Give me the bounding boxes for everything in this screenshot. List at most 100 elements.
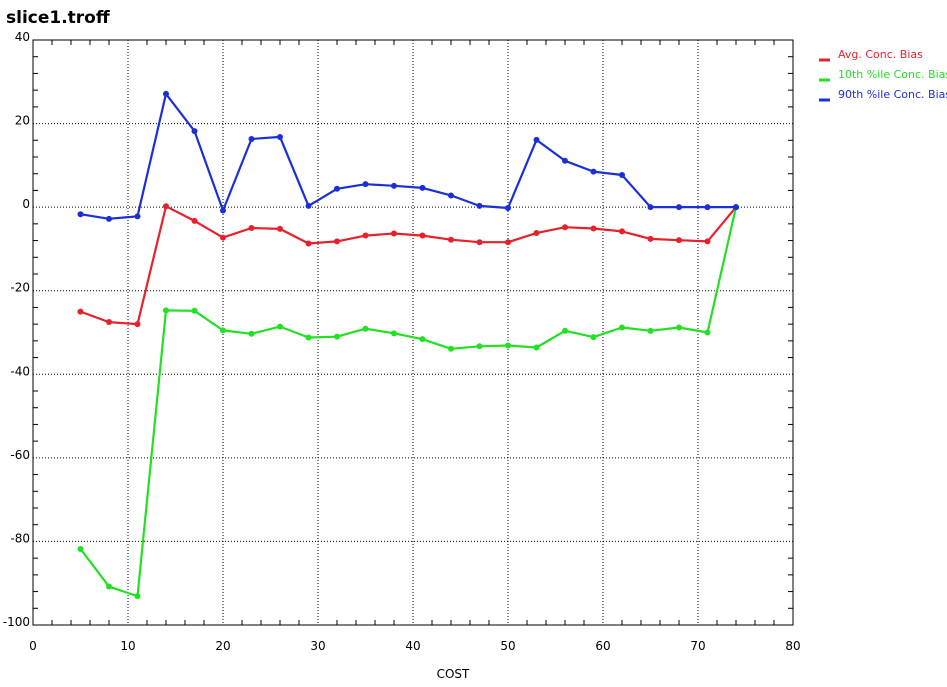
data-point: [448, 236, 454, 243]
series-2: [77, 204, 739, 600]
data-point: [505, 342, 511, 349]
data-point: [220, 234, 226, 241]
data-point: [476, 343, 483, 350]
data-point: [305, 334, 312, 341]
data-point: [334, 238, 340, 245]
x-tick-label: 40: [405, 639, 420, 653]
data-point: [476, 239, 483, 246]
data-point: [476, 202, 483, 209]
series-layer: [77, 90, 739, 600]
data-point: [106, 215, 112, 222]
data-point: [391, 230, 397, 237]
data-point: [704, 238, 711, 245]
x-tick-label: 0: [29, 639, 37, 653]
data-point: [77, 545, 84, 552]
legend-label: 90th %ile Conc. Bias: [838, 88, 947, 101]
data-point: [419, 184, 426, 191]
data-point: [733, 204, 739, 211]
data-point: [106, 319, 112, 326]
data-point: [619, 324, 625, 331]
legend-label: 10th %ile Conc. Bias: [838, 68, 947, 81]
data-point: [77, 308, 84, 315]
data-point: [163, 90, 169, 97]
data-point: [220, 207, 226, 214]
data-point: [106, 583, 112, 590]
axes-layer: 0 10 20 30 40 50 60 70 80 40 20 0 -20 -40 -60 -80 -100 CO…: [3, 30, 801, 681]
data-point: [562, 327, 568, 334]
x-tick-label: 80: [785, 639, 800, 653]
data-point: [533, 136, 540, 143]
series-line: [79, 206, 738, 598]
data-point: [191, 217, 198, 224]
y-tick-label: -100: [3, 615, 30, 629]
data-point: [134, 593, 141, 600]
y-tick-label: 40: [15, 30, 30, 44]
data-point: [419, 336, 426, 343]
series-line: [80, 205, 737, 326]
data-point: [676, 204, 682, 211]
data-point: [647, 327, 654, 334]
data-point: [134, 321, 141, 328]
data-point: [248, 136, 255, 143]
data-point: [134, 213, 141, 220]
data-point: [704, 204, 711, 211]
data-point: [248, 330, 255, 337]
data-point: [704, 329, 711, 336]
data-point: [590, 225, 597, 232]
data-point: [533, 230, 540, 237]
data-point: [362, 181, 369, 188]
data-point: [277, 225, 283, 232]
legend-label: Avg. Conc. Bias: [838, 48, 923, 61]
x-tick-label: 70: [690, 639, 705, 653]
data-point: [533, 344, 540, 351]
series-line: [80, 92, 736, 220]
data-point: [277, 323, 283, 330]
data-point: [448, 192, 454, 199]
data-point: [590, 168, 597, 175]
data-point: [619, 228, 625, 235]
data-point: [647, 235, 654, 242]
data-point: [619, 171, 625, 178]
data-point: [676, 237, 682, 244]
y-tick-label: 20: [15, 114, 30, 128]
data-point: [647, 204, 654, 211]
data-point: [562, 157, 568, 164]
data-point: [191, 128, 198, 135]
x-tick-label: 10: [120, 639, 135, 653]
data-point: [220, 327, 226, 334]
data-point: [277, 133, 283, 140]
y-tick-label: -20: [10, 281, 30, 295]
series-3: [77, 90, 739, 222]
data-point: [505, 239, 511, 246]
y-tick-label: -80: [10, 531, 30, 545]
y-tick-label: -60: [10, 448, 30, 462]
x-axis-label: COST: [437, 667, 470, 681]
data-point: [191, 307, 198, 314]
data-point: [305, 202, 312, 209]
data-point: [419, 232, 426, 239]
data-point: [448, 345, 454, 352]
x-tick-label: 60: [595, 639, 610, 653]
data-point: [676, 324, 682, 331]
data-point: [163, 307, 169, 314]
data-point: [562, 224, 568, 231]
chart-title: slice1.troff: [6, 8, 110, 28]
plot-frame: [32, 39, 794, 626]
y-tick-label: 0: [22, 197, 30, 211]
data-point: [334, 333, 340, 340]
y-tick-label: -40: [10, 364, 30, 378]
data-point: [305, 240, 312, 247]
x-tick-label: 20: [215, 639, 230, 653]
legend: Avg. Conc. Bias 10th %ile Conc. Bias 90th …: [819, 48, 947, 102]
grid-layer: [33, 40, 793, 625]
data-point: [362, 232, 369, 239]
data-point: [163, 203, 169, 210]
data-point: [334, 185, 340, 192]
data-point: [77, 211, 84, 218]
x-tick-label: 50: [500, 639, 515, 653]
data-point: [391, 182, 397, 189]
data-point: [362, 325, 369, 332]
data-point: [505, 204, 511, 211]
